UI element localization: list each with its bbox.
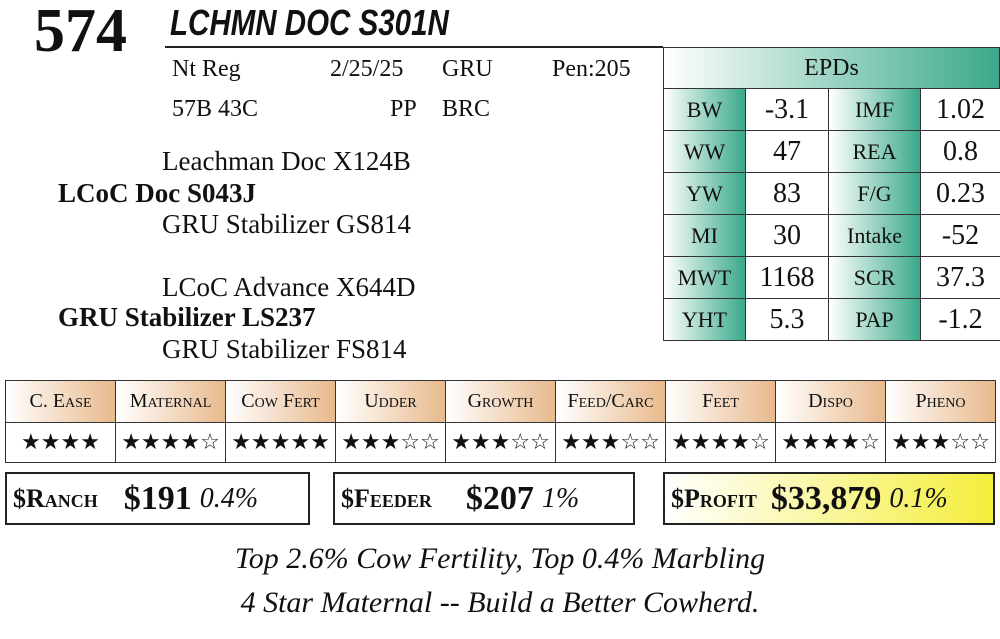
dam-dam: GRU Stabilizer FS814: [162, 334, 407, 364]
rating-stars: ★★★☆☆: [445, 422, 556, 463]
epd-value: -1.2: [920, 298, 1000, 341]
index-rank: 1%: [541, 482, 580, 514]
index-name: $Profit: [671, 483, 757, 513]
index-box: $Profit $33,879 0.1%: [663, 472, 995, 525]
index-name: $Ranch: [13, 483, 98, 513]
epd-value: 5.3: [745, 298, 829, 341]
rating-header: Feed/Carc: [555, 380, 666, 423]
epd-value: -3.1: [745, 88, 829, 131]
lot-number: 574: [34, 0, 127, 65]
sire: LCoC Doc S043J: [58, 178, 257, 208]
rating-header: Growth: [445, 380, 556, 423]
index-value: $207: [465, 479, 534, 517]
rating-stars: ★★★☆☆: [335, 422, 446, 463]
pen: Pen:205: [552, 56, 631, 82]
epd-label: F/G: [828, 172, 921, 215]
epd-label: PAP: [828, 298, 921, 341]
rating-header: Feet: [665, 380, 776, 423]
rating-stars: ★★★★☆: [665, 422, 776, 463]
sire-dam: GRU Stabilizer GS814: [162, 209, 411, 239]
epd-value: -52: [920, 214, 1000, 257]
note: 4 Star Maternal -- Build a Better Cowher…: [240, 586, 760, 619]
animal-name: LCHMN DOC S301N: [170, 2, 449, 43]
epd-value: 1.02: [920, 88, 1000, 131]
epd-label: YHT: [663, 298, 746, 341]
rating-stars: ★★★★☆: [775, 422, 886, 463]
rating-stars: ★★★☆☆: [555, 422, 666, 463]
index-rank: 0.1%: [889, 482, 948, 514]
rating-header: Maternal: [115, 380, 226, 423]
epd-value: 83: [745, 172, 829, 215]
tag: 57B 43C: [172, 96, 259, 122]
epd-label: MWT: [663, 256, 746, 299]
rating-header: Udder: [335, 380, 446, 423]
rating-header: C. Ease: [5, 380, 116, 423]
epd-value: 37.3: [920, 256, 1000, 299]
index-value: $191: [123, 479, 192, 517]
epd-value: 0.8: [920, 130, 1000, 173]
rating-stars: ★★★★: [5, 422, 116, 463]
index-box: $Feeder $207 1%: [333, 472, 635, 525]
epd-label: IMF: [828, 88, 921, 131]
polled: PP: [390, 96, 417, 122]
epd-label: Intake: [828, 214, 921, 257]
index-value: $33,879: [770, 479, 882, 517]
birth-date: 2/25/25: [330, 56, 404, 82]
rating-header: Cow Fert: [225, 380, 336, 423]
epd-label: BW: [663, 88, 746, 131]
rating-stars: ★★★★☆: [115, 422, 226, 463]
epd-value: 30: [745, 214, 829, 257]
rating-header: Pheno: [885, 380, 996, 423]
epd-label: YW: [663, 172, 746, 215]
dam: GRU Stabilizer LS237: [58, 302, 316, 332]
epd-label: WW: [663, 130, 746, 173]
dam-sire: LCoC Advance X644D: [162, 272, 416, 302]
color: BRC: [442, 96, 491, 122]
epd-value: 1168: [745, 256, 829, 299]
rating-stars: ★★★☆☆: [885, 422, 996, 463]
note: Top 2.6% Cow Fertility, Top 0.4% Marblin…: [234, 542, 766, 575]
index-rank: 0.4%: [199, 482, 259, 514]
epd-value: 47: [745, 130, 829, 173]
epd-label: REA: [828, 130, 921, 173]
index-name: $Feeder: [341, 483, 432, 513]
rating-stars: ★★★★★: [225, 422, 336, 463]
epd-value: 0.23: [920, 172, 1000, 215]
sire-sire: Leachman Doc X124B: [162, 146, 411, 176]
epd-label: MI: [663, 214, 746, 257]
epd-label: SCR: [828, 256, 921, 299]
breeder: GRU: [442, 56, 493, 82]
reg: Nt Reg: [172, 56, 241, 82]
rating-header: Dispo: [775, 380, 886, 423]
index-box: $Ranch $191 0.4%: [5, 472, 310, 525]
rule: [165, 46, 663, 48]
epd-header: EPDs: [663, 47, 1000, 89]
